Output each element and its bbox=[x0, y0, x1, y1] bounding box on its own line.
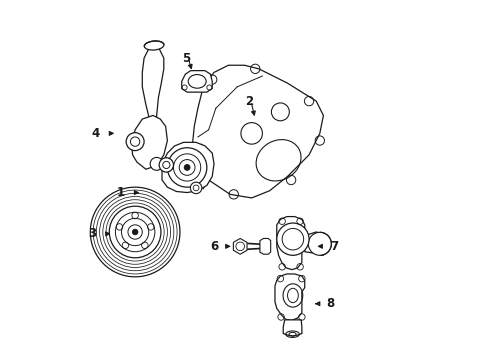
Polygon shape bbox=[276, 217, 304, 270]
Circle shape bbox=[159, 158, 173, 172]
Circle shape bbox=[150, 157, 163, 170]
Polygon shape bbox=[283, 320, 301, 336]
Text: 8: 8 bbox=[326, 297, 334, 310]
Polygon shape bbox=[142, 47, 163, 137]
Circle shape bbox=[109, 206, 161, 258]
Text: 1: 1 bbox=[117, 186, 124, 199]
Circle shape bbox=[184, 165, 190, 170]
Polygon shape bbox=[182, 71, 212, 92]
Polygon shape bbox=[304, 232, 323, 255]
Circle shape bbox=[126, 133, 144, 150]
Text: 4: 4 bbox=[91, 127, 100, 140]
Circle shape bbox=[190, 182, 202, 194]
Polygon shape bbox=[274, 274, 304, 320]
Polygon shape bbox=[192, 65, 323, 198]
Circle shape bbox=[132, 229, 138, 235]
Polygon shape bbox=[233, 238, 246, 254]
Polygon shape bbox=[260, 238, 270, 254]
Polygon shape bbox=[162, 142, 214, 193]
Polygon shape bbox=[131, 116, 167, 169]
Text: 2: 2 bbox=[244, 95, 253, 108]
Circle shape bbox=[276, 223, 308, 255]
Text: 3: 3 bbox=[88, 227, 96, 240]
Text: 6: 6 bbox=[209, 240, 218, 253]
Circle shape bbox=[90, 187, 180, 277]
Circle shape bbox=[167, 148, 206, 187]
Circle shape bbox=[308, 232, 330, 255]
Ellipse shape bbox=[144, 41, 163, 50]
Text: 5: 5 bbox=[182, 51, 190, 64]
Text: 7: 7 bbox=[329, 240, 338, 253]
